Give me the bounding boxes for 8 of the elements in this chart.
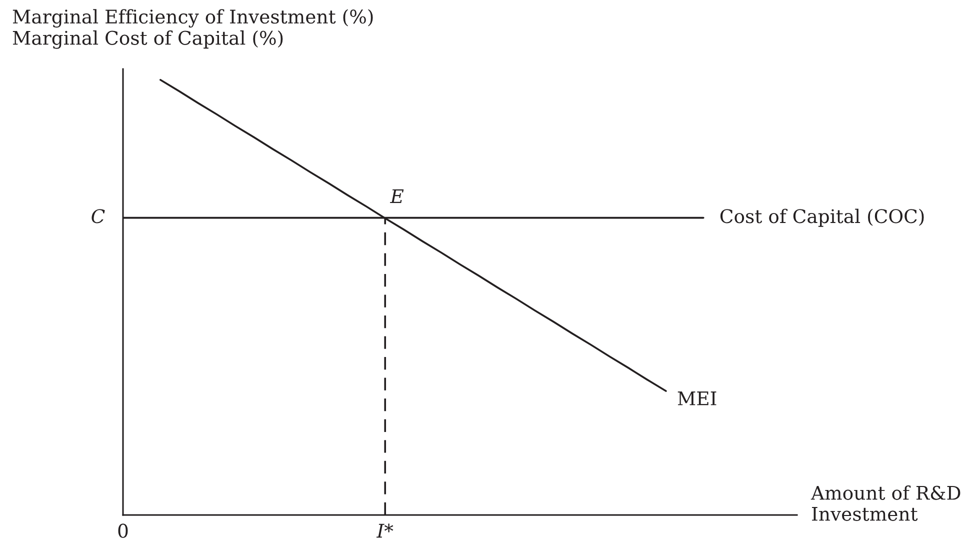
series-label: MEI (678, 391, 716, 406)
x-tick-label: 0 (118, 524, 128, 538)
x-tick-label: I* (376, 524, 394, 538)
x-axis-title: Amount of R&D Investment (810, 485, 960, 521)
y-axis-title: Marginal Efficiency of Investment (%) Marginal Cost of Capital (%) (12, 9, 373, 49)
series-label: Cost of Capital (COC) (720, 208, 924, 227)
annotation: C (92, 209, 105, 224)
annotation: E (390, 189, 404, 203)
